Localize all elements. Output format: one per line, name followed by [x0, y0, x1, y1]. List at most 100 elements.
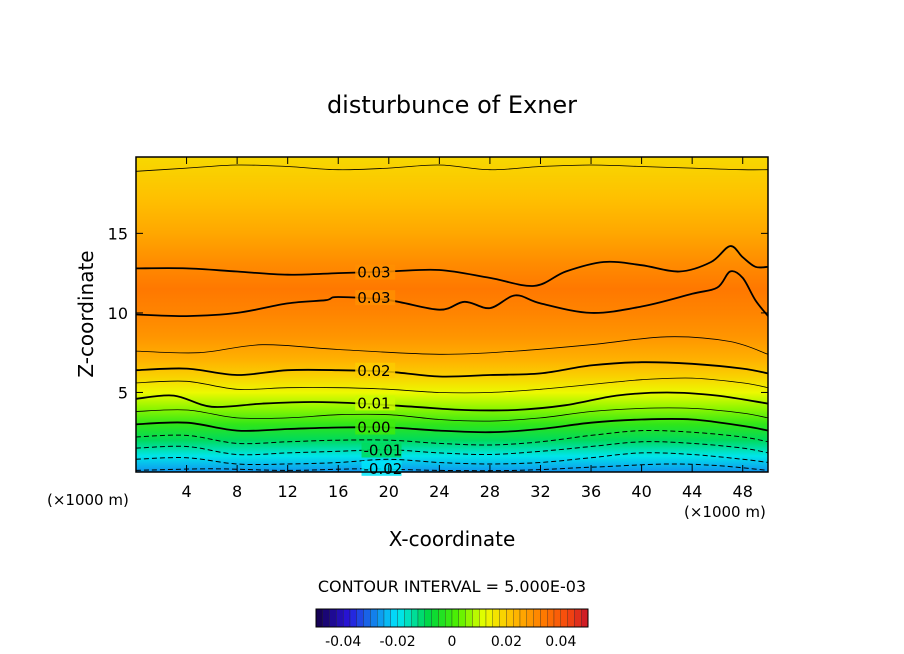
colorbar-swatch	[574, 608, 582, 628]
colorbar-swatch	[356, 608, 364, 628]
colorbar-swatch	[458, 608, 466, 628]
colorbar-swatch	[383, 608, 391, 628]
colorbar-swatch	[370, 608, 378, 628]
contour-line	[136, 377, 768, 394]
x-tick-label: 20	[379, 482, 399, 501]
contour-labels: 0.03 0.03 0.02 0.01 0.00 -0.01-0.02	[355, 264, 402, 478]
colorbar-swatch	[485, 608, 493, 628]
colorbar-swatch	[533, 608, 541, 628]
contour-line	[136, 164, 768, 172]
contour-line	[136, 417, 768, 434]
contour-line	[136, 245, 768, 287]
colorbar-swatch	[492, 608, 500, 628]
plot-frame	[135, 156, 769, 473]
colorbar-swatch	[479, 608, 487, 628]
colorbar-swatch	[397, 608, 405, 628]
y-axis-label: Z-coordinate	[74, 250, 98, 377]
chart-title: disturbunce of Exner	[327, 91, 577, 119]
colorbar-tick-label: 0.04	[545, 634, 576, 650]
colorbar-tick-label: -0.04	[325, 634, 361, 650]
colorbar-swatch	[540, 608, 548, 628]
contour-line	[136, 429, 768, 446]
contour-label-bg	[355, 264, 396, 280]
colorbar-swatch	[472, 608, 480, 628]
colorbar-swatch	[526, 608, 534, 628]
colorbar-swatch	[519, 608, 527, 628]
contour-label: -0.01	[364, 442, 403, 460]
colorbar-tick-label: -0.02	[379, 634, 415, 650]
colorbar-swatch	[322, 608, 330, 628]
colorbar-swatch	[390, 608, 398, 628]
contour-line	[136, 407, 768, 422]
contour-label-bg	[355, 290, 396, 306]
x-axis-label: X-coordinate	[389, 527, 516, 551]
colorbar-swatch	[499, 608, 507, 628]
y-tick-label: 5	[118, 383, 128, 402]
colorbar-swatch	[553, 608, 561, 628]
x-tick-label: 8	[232, 482, 242, 501]
x-tick-label: 36	[581, 482, 601, 501]
x-unit-left: (×1000 m)	[47, 491, 129, 509]
colorbar-swatch	[560, 608, 568, 628]
colorbar-swatch	[506, 608, 514, 628]
x-tick-label: 28	[480, 482, 500, 501]
contour-label: 0.03	[357, 264, 390, 282]
colorbar-swatch	[513, 608, 521, 628]
contour-line	[136, 441, 768, 456]
colorbar-swatch	[349, 608, 357, 628]
colorbar-swatch	[336, 608, 344, 628]
contour-label: 0.02	[357, 362, 390, 380]
x-tick-label: 12	[278, 482, 298, 501]
contour-label-bg	[355, 362, 396, 378]
x-axis-ticks: 4 8 12 16 20 24 28 32 36 40 44 48	[181, 157, 753, 501]
y-tick-label: 10	[108, 304, 128, 323]
contour-lines	[136, 164, 768, 472]
colorbar-swatch	[315, 608, 323, 628]
y-axis-ticks: 5 10 15	[108, 224, 768, 402]
contour-line	[136, 361, 768, 378]
colorbar-swatch	[343, 608, 351, 628]
x-unit-right: (×1000 m)	[684, 503, 766, 521]
colorbar-swatch	[417, 608, 425, 628]
colorbar-tick-labels: -0.04 -0.02 0 0.02 0.04	[325, 634, 576, 650]
colorbar-swatch	[581, 608, 589, 628]
contour-label-bg	[355, 395, 396, 411]
colorbar-swatch	[377, 608, 385, 628]
colorbar-swatch	[438, 608, 446, 628]
colorbar-swatch	[431, 608, 439, 628]
x-tick-label: 16	[328, 482, 348, 501]
colorbar	[315, 608, 589, 628]
contour-interval-text: CONTOUR INTERVAL = 5.000E-03	[318, 577, 586, 596]
contour-label: -0.02	[364, 460, 403, 478]
contour-line	[136, 270, 768, 318]
x-tick-label: 44	[682, 482, 702, 501]
contour-line	[136, 463, 768, 472]
contour-label: 0.01	[357, 394, 390, 412]
colorbar-swatch	[404, 608, 412, 628]
contour-label: 0.00	[357, 418, 390, 436]
colorbar-frame	[315, 608, 589, 628]
x-tick-label: 4	[181, 482, 191, 501]
colorbar-swatch	[465, 608, 473, 628]
colorbar-tick-label: 0	[448, 634, 457, 650]
contour-label-bg	[355, 419, 396, 435]
contour-line	[136, 452, 768, 466]
contour-line	[136, 391, 768, 412]
y-tick-label: 15	[108, 224, 128, 243]
x-tick-label: 40	[631, 482, 651, 501]
colorbar-swatch	[445, 608, 453, 628]
colorbar-tick-label: 0.02	[491, 634, 522, 650]
contour-label-bg	[361, 442, 402, 458]
colorbar-swatch	[411, 608, 419, 628]
colorbar-swatch	[424, 608, 432, 628]
colorbar-swatch	[363, 608, 371, 628]
colorbar-swatch	[547, 608, 555, 628]
x-tick-label: 24	[429, 482, 449, 501]
colorbar-swatch	[329, 608, 337, 628]
contour-label: 0.03	[357, 289, 390, 307]
colorbar-swatch	[567, 608, 575, 628]
x-tick-label: 32	[530, 482, 550, 501]
x-tick-label: 48	[733, 482, 753, 501]
colorbar-swatch	[451, 608, 459, 628]
